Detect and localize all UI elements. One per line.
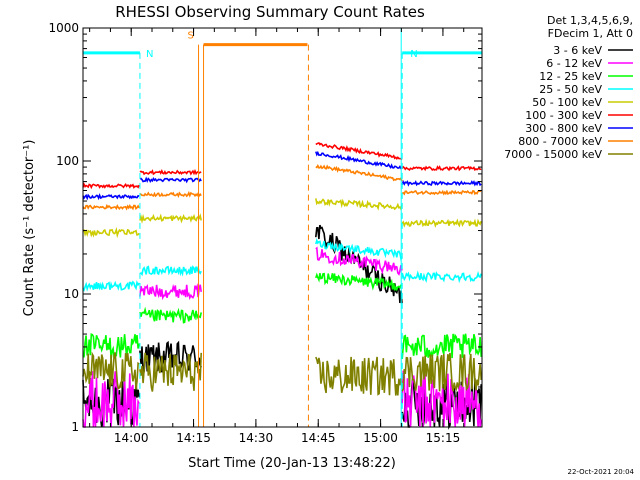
series-line [315, 246, 403, 276]
series-line [315, 272, 403, 292]
marker-label: N [146, 49, 153, 60]
legend: Det 1,3,4,5,6,9, FDecim 1, Att 0 3 - 6 k… [504, 14, 633, 161]
series-line [315, 164, 403, 182]
y-tick-label: 10 [64, 287, 79, 301]
x-tick-label: 14:30 [239, 431, 274, 445]
x-tick-label: 15:15 [426, 431, 461, 445]
series-line [401, 218, 482, 228]
series-line [82, 193, 140, 201]
y-tick-label: 1 [71, 420, 79, 434]
tick-layer: 14:00 14:15 14:30 14:45 15:00 15:15 1 10 100 1000 [48, 21, 482, 445]
marker-label: S [188, 31, 194, 42]
legend-header-line: Det 1,3,4,5,6,9, [547, 14, 633, 27]
legend-label: 300 - 800 keV [525, 122, 602, 135]
series-line [82, 351, 140, 390]
x-tick-label: 14:15 [176, 431, 211, 445]
series-line [401, 270, 482, 284]
series-layer [82, 142, 482, 430]
series-line [139, 213, 202, 224]
legend-label: 7000 - 15000 keV [504, 148, 602, 161]
series-line [139, 176, 202, 184]
series-line [401, 352, 482, 392]
series-line [401, 333, 482, 360]
series-line [139, 265, 202, 277]
series-line [401, 189, 482, 196]
series-line [315, 356, 403, 396]
legend-label: 3 - 6 keV [553, 44, 602, 57]
series-line [401, 165, 482, 172]
series-line [139, 306, 202, 324]
series-line [315, 238, 403, 262]
series-line [82, 280, 140, 292]
series-line [139, 283, 202, 301]
series-line [315, 150, 403, 170]
series-line [139, 340, 202, 375]
x-tick-label: 14:00 [114, 431, 149, 445]
series-line [82, 182, 140, 190]
series-line [82, 203, 140, 211]
legend-label: 12 - 25 keV [539, 70, 602, 83]
series-line [82, 226, 140, 239]
series-line [315, 142, 403, 161]
series-line [401, 179, 482, 187]
legend-label: 100 - 300 keV [525, 109, 602, 122]
legend-label: 6 - 12 keV [546, 57, 602, 70]
marker-label: N [410, 49, 417, 60]
y-axis-label: Count Rate (s⁻¹ detector⁻¹) [22, 140, 37, 317]
series-line [139, 352, 202, 392]
series-line [139, 190, 202, 199]
footer-timestamp: 22-Oct-2021 20:04 [568, 468, 635, 476]
y-tick-label: 1000 [48, 21, 79, 35]
chart-title: RHESSI Observing Summary Count Rates [115, 3, 425, 21]
x-axis-label: Start Time (20-Jan-13 13:48:22) [188, 456, 396, 471]
series-line [315, 198, 403, 212]
series-line [315, 224, 403, 304]
plot-frame [82, 27, 483, 428]
x-tick-label: 15:00 [363, 431, 398, 445]
legend-label: 25 - 50 keV [539, 83, 602, 96]
marker-layer: N S N [83, 28, 482, 427]
legend-header-line: FDecim 1, Att 0 [548, 27, 633, 40]
legend-label: 800 - 7000 keV [518, 135, 602, 148]
legend-label: 50 - 100 keV [532, 96, 602, 109]
series-line [139, 168, 202, 176]
x-tick-label: 14:45 [301, 431, 336, 445]
y-tick-label: 100 [56, 154, 79, 168]
